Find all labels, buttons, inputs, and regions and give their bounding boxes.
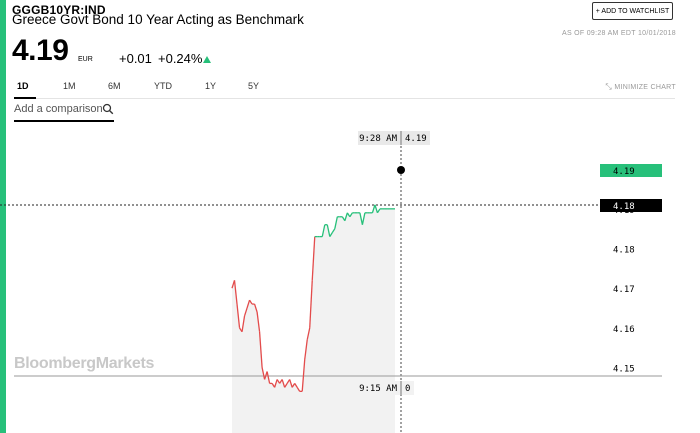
price-line-segment — [241, 315, 246, 332]
y-tick-label: 4.18 — [613, 246, 635, 256]
bottom-time-label: 9:15 AM — [359, 384, 398, 394]
price-line-segment — [274, 379, 278, 388]
price-line-segment — [304, 339, 308, 360]
price-line-segment — [371, 204, 376, 214]
add-to-watchlist-button[interactable]: + ADD TO WATCHLIST — [592, 2, 673, 20]
price-line-segment — [296, 387, 301, 392]
price-change-percent: +0.24% — [158, 51, 203, 66]
price-line-segment — [263, 371, 268, 380]
price-line-segment — [233, 280, 238, 305]
price-line-segment — [266, 371, 271, 384]
tab-1d[interactable]: 1D — [17, 81, 29, 91]
search-icon[interactable] — [102, 103, 114, 115]
current-value-label: 4.19 — [613, 167, 635, 177]
price-line-segment — [236, 303, 241, 328]
comparison-underline — [14, 120, 114, 122]
price-line-segment — [243, 307, 248, 317]
price-line-segment — [249, 299, 253, 305]
price-line-segment — [344, 212, 348, 221]
tab-divider — [14, 98, 675, 99]
accent-bar — [0, 0, 6, 433]
crosshair-time-box — [358, 131, 430, 145]
up-arrow-icon — [203, 56, 211, 63]
price-line-segment — [359, 212, 364, 225]
current-price: 4.19 — [12, 34, 69, 67]
comparison-input[interactable]: Add a comparison — [14, 103, 103, 115]
previous-close-label: 4.18 — [613, 202, 635, 212]
price-line-segment — [258, 331, 263, 368]
price-line-segment — [309, 280, 313, 328]
price-line-segment — [311, 236, 316, 281]
price-line-segment — [326, 224, 331, 237]
price-line-segment — [276, 379, 281, 384]
crosshair-value-label: 4.19 — [405, 134, 427, 144]
tab-5y[interactable]: 5Y — [248, 81, 260, 91]
y-tick-label: 4.17 — [613, 285, 635, 295]
price-line-segment — [346, 212, 351, 218]
price-line-segment — [374, 204, 379, 214]
price-line-segment — [256, 311, 261, 332]
active-tab-indicator — [14, 97, 36, 99]
price-line-segment — [289, 379, 293, 388]
bloomberg-markets-logo: BloombergMarkets — [14, 355, 155, 372]
y-axis: 4.194.184.174.164.15 — [613, 206, 635, 375]
currency-label: EUR — [78, 56, 93, 63]
price-line-segment — [301, 359, 306, 392]
current-value-badge — [600, 164, 662, 177]
bottom-value-label: 0 — [405, 384, 410, 394]
tab-1y[interactable]: 1Y — [205, 81, 217, 91]
price-area — [232, 204, 395, 433]
price-line-segment — [253, 303, 258, 313]
price-line-segment — [246, 299, 251, 309]
bottom-time-box — [358, 381, 414, 395]
price-line-segment — [294, 383, 298, 388]
tab-ytd[interactable]: YTD — [154, 81, 172, 91]
price-line-segment — [376, 208, 381, 214]
instrument-name: Greece Govt Bond 10 Year Acting as Bench… — [12, 12, 304, 27]
price-line-segment — [334, 216, 338, 229]
price-line-segment — [284, 383, 288, 388]
tab-1m[interactable]: 1M — [63, 81, 76, 91]
price-change: +0.01 — [119, 51, 152, 66]
price-line-segment — [306, 327, 311, 340]
y-tick-label: 4.15 — [613, 365, 635, 375]
as-of-timestamp: AS OF 09:28 AM EDT 10/01/2018 — [561, 30, 676, 37]
minimize-icon: ⤡ — [605, 82, 613, 91]
price-line-segment — [329, 232, 333, 237]
price-line-segment — [331, 228, 336, 233]
minimize-chart-button[interactable]: ⤡ MINIMIZE CHART — [605, 82, 676, 92]
price-line-segment — [291, 383, 296, 388]
current-point-marker — [397, 166, 405, 174]
price-line-segment — [261, 367, 266, 380]
price-line-segment — [281, 379, 286, 388]
previous-close-badge — [600, 199, 662, 212]
tab-6m[interactable]: 6M — [108, 81, 121, 91]
price-line — [231, 204, 395, 392]
ticker-symbol: GGGB10YR:IND — [12, 3, 106, 17]
price-line-segment — [321, 224, 326, 237]
minimize-chart-label: MINIMIZE CHART — [614, 84, 676, 91]
crosshair-time-label: 9:28 AM — [359, 134, 398, 144]
price-line-segment — [361, 212, 366, 225]
y-tick-label: 4.16 — [613, 325, 635, 335]
price-line-segment — [349, 212, 353, 218]
